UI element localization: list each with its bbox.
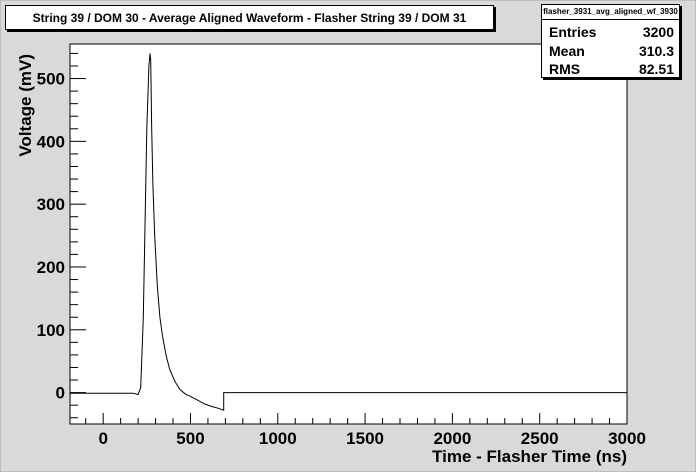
y-tick-label: 300 (37, 195, 65, 214)
histogram-name: flasher_3931_avg_aligned_wf_3930 (542, 5, 679, 20)
y-tick-label: 0 (56, 384, 65, 403)
stat-label: Mean (549, 43, 585, 59)
stat-value: 82.51 (638, 61, 674, 77)
y-tick-label: 400 (37, 132, 65, 151)
stat-row-entries: Entries 3200 (542, 23, 679, 42)
chart-title: String 39 / DOM 30 - Average Aligned Wav… (5, 5, 494, 30)
x-tick-label: 0 (98, 429, 107, 448)
y-tick-label: 100 (37, 321, 65, 340)
x-tick-label: 3000 (608, 429, 646, 448)
plot-area (69, 43, 628, 425)
stat-label: Entries (549, 24, 597, 40)
y-axis-label: Voltage (mV) (16, 54, 35, 157)
stat-row-rms: RMS 82.51 (542, 60, 679, 79)
stat-value: 3200 (642, 24, 674, 40)
x-tick-label: 2500 (521, 429, 559, 448)
x-tick-label: 2000 (433, 429, 471, 448)
x-axis-label: Time - Flasher Time (ns) (432, 447, 627, 466)
x-tick-label: 1500 (346, 429, 384, 448)
stat-value: 310.3 (638, 43, 674, 59)
x-axis-ticks: 0 500 1000 1500 2000 2500 3000 (85, 413, 646, 448)
y-tick-label: 500 (37, 70, 65, 89)
stats-box: flasher_3931_avg_aligned_wf_3930 Entries… (541, 4, 680, 78)
x-tick-label: 500 (176, 429, 204, 448)
stat-label: RMS (549, 61, 581, 77)
waveform-line (70, 53, 627, 411)
x-tick-label: 1000 (259, 429, 297, 448)
y-axis-ticks: 0 100 200 300 400 500 (37, 52, 86, 419)
stat-row-mean: Mean 310.3 (542, 42, 679, 61)
y-tick-label: 200 (37, 258, 65, 277)
